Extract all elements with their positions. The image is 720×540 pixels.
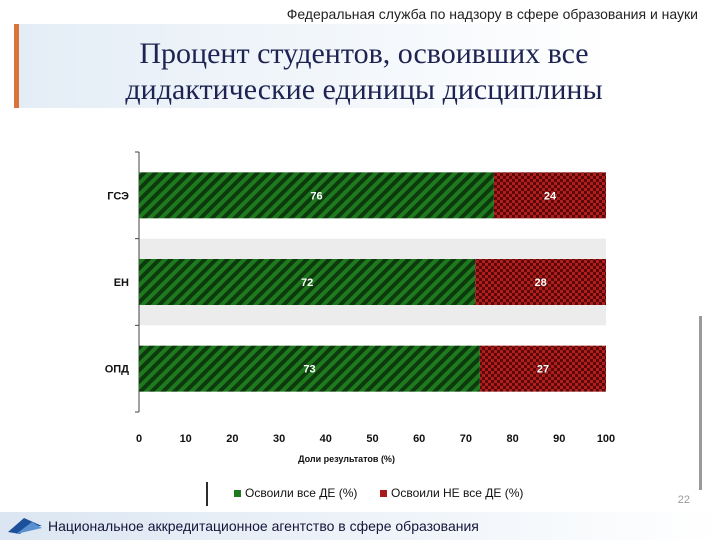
bar-not-mastered [475, 259, 606, 305]
x-tick-label: 90 [553, 433, 565, 445]
footer-bar [0, 512, 720, 540]
legend-item-mastered: Освоили все ДЕ (%) [234, 486, 357, 500]
data-label: 76 [310, 190, 322, 202]
right-accent-line [699, 316, 702, 490]
bar-mastered [139, 172, 494, 219]
data-label: 28 [534, 277, 546, 289]
chart-legend: Освоили все ДЕ (%) Освоили НЕ все ДЕ (%) [206, 482, 546, 506]
data-label: 72 [301, 277, 313, 289]
legend-swatch-red [380, 490, 387, 498]
bar-not-mastered [479, 345, 606, 392]
x-tick-label: 80 [506, 433, 518, 445]
category-label: ОПД [105, 364, 129, 376]
slide-title-line1: Процент студентов, освоивших все [139, 37, 589, 70]
x-tick-label: 50 [366, 433, 378, 445]
x-tick-label: 70 [460, 433, 472, 445]
legend-item-not-mastered: Освоили НЕ все ДЕ (%) [380, 486, 523, 500]
legend-swatch-green [234, 490, 241, 498]
x-tick-label: 40 [320, 433, 332, 445]
x-tick-label: 0 [136, 433, 142, 445]
bar-mastered [139, 259, 476, 305]
page-number: 22 [677, 494, 690, 506]
bar-not-mastered [493, 172, 606, 219]
footer-text: Национальное аккредитационное агентство … [48, 518, 479, 534]
agency-header: Федеральная служба по надзору в сфере об… [286, 6, 698, 22]
x-tick-label: 60 [413, 433, 425, 445]
bar-mastered [139, 345, 480, 392]
title-band [19, 24, 720, 108]
left-accent-bar [14, 24, 19, 108]
slide-title: Процент студентов, освоивших все дидакти… [19, 36, 709, 108]
stacked-bar-chart: 76 24 ГСЭ 72 28 ЕН 73 27 ОПД 0 10 20 30 40 50 60 70 80 90 1… [105, 151, 615, 464]
category-label: ЕН [114, 277, 129, 289]
x-axis-title: Доли результатов (%) [298, 454, 395, 464]
data-label: 73 [303, 364, 315, 376]
data-label: 24 [544, 190, 557, 202]
legend-label-mastered: Освоили все ДЕ (%) [245, 486, 358, 500]
chart-area: 76 24 ГСЭ 72 28 ЕН 73 27 ОПД 0 10 20 30 40 50 60 70 80 90 1… [95, 140, 635, 480]
category-label: ГСЭ [107, 190, 129, 202]
x-tick-label: 30 [273, 433, 285, 445]
x-tick-label: 20 [226, 433, 238, 445]
legend-label-not-mastered: Освоили НЕ все ДЕ (%) [391, 486, 524, 500]
x-tick-label: 10 [180, 433, 192, 445]
data-label: 27 [537, 364, 549, 376]
agency-logo-icon [8, 518, 42, 534]
x-tick-label: 100 [597, 433, 615, 445]
slide-title-line2: дидактические единицы дисциплины [125, 73, 603, 106]
